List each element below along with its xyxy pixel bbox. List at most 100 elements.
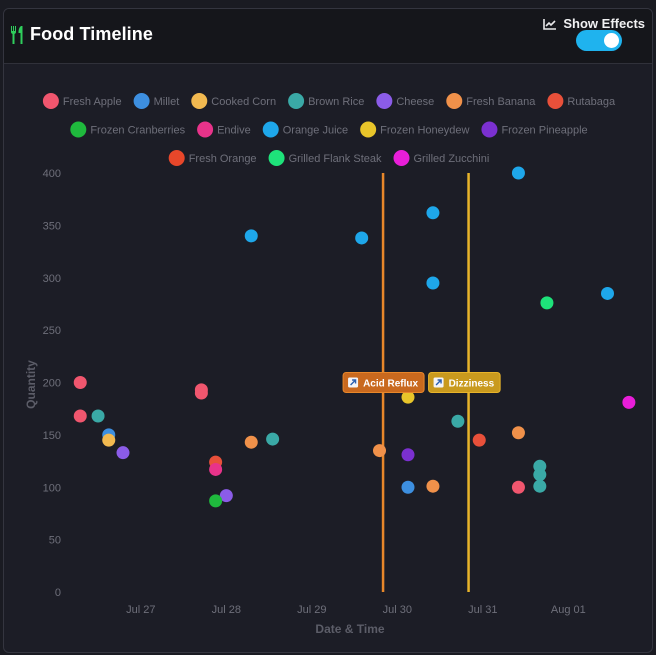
x-tick-label: Jul 30 <box>383 604 412 616</box>
data-point[interactable] <box>426 479 440 493</box>
data-point[interactable] <box>209 462 223 476</box>
legend-item[interactable]: Endive <box>197 121 251 138</box>
data-point[interactable] <box>373 444 386 458</box>
data-points <box>73 166 636 508</box>
legend-item[interactable]: Cooked Corn <box>191 93 276 109</box>
legend-label: Fresh Orange <box>189 153 257 165</box>
y-tick-label: 100 <box>43 482 61 494</box>
legend-swatch <box>70 121 87 138</box>
legend: Fresh Apple Millet Cooked Corn Brown Rice Ch… <box>42 93 616 166</box>
annotation-badge[interactable]: Dizziness <box>428 372 501 393</box>
data-point[interactable] <box>116 446 130 460</box>
legend-swatch <box>360 121 377 138</box>
legend-item[interactable]: Frozen Pineapple <box>481 121 588 138</box>
legend-item[interactable]: Grilled Zucchini <box>393 150 490 166</box>
data-point[interactable] <box>266 432 280 446</box>
data-point[interactable] <box>91 409 105 423</box>
legend-label: Frozen Cranberries <box>90 125 185 137</box>
legend-label: Orange Juice <box>283 125 348 137</box>
data-point[interactable] <box>511 166 525 180</box>
data-point[interactable] <box>102 433 116 447</box>
legend-label: Fresh Apple <box>63 96 122 108</box>
legend-item[interactable]: Fresh Banana <box>446 93 536 109</box>
line-chart-icon <box>543 18 557 30</box>
legend-label: Rutabaga <box>567 96 616 108</box>
legend-item[interactable]: Frozen Cranberries <box>70 121 186 138</box>
data-point[interactable] <box>533 479 547 493</box>
legend-swatch <box>446 93 463 109</box>
legend-item[interactable]: Millet <box>133 93 180 109</box>
data-point[interactable] <box>219 489 233 503</box>
data-point[interactable] <box>622 395 636 409</box>
x-axis: Jul 27 Jul 28 Jul 29 Jul 30 Jul 31 Aug 01 <box>126 604 586 616</box>
x-axis-title: Date & Time <box>315 622 384 636</box>
legend-label: Brown Rice <box>308 96 364 108</box>
legend-swatch <box>133 93 150 109</box>
data-point[interactable] <box>533 468 547 482</box>
data-point[interactable] <box>194 386 208 400</box>
annotation-label: Dizziness <box>449 379 495 390</box>
data-point[interactable] <box>601 286 614 300</box>
data-point[interactable] <box>451 414 465 428</box>
data-point[interactable] <box>73 409 87 423</box>
legend-label: Grilled Zucchini <box>414 153 490 165</box>
x-tick-label: Jul 27 <box>126 604 155 616</box>
data-point[interactable] <box>472 433 486 447</box>
y-axis: 0 50 100 150 200 250 300 350 400 <box>43 168 61 599</box>
data-point[interactable] <box>244 435 258 449</box>
legend-swatch <box>42 93 59 109</box>
data-point[interactable] <box>355 231 369 245</box>
show-effects-toggle[interactable] <box>576 30 622 51</box>
data-point[interactable] <box>209 494 223 508</box>
external-arrow-icon <box>348 377 359 388</box>
y-tick-label: 200 <box>43 378 61 390</box>
legend-swatch <box>268 150 285 166</box>
legend-swatch <box>376 93 393 109</box>
y-tick-label: 250 <box>43 325 61 337</box>
x-tick-label: Jul 29 <box>297 604 326 616</box>
legend-item[interactable]: Orange Juice <box>262 121 348 138</box>
annotation-box <box>428 372 501 393</box>
data-point[interactable] <box>401 390 415 404</box>
legend-item[interactable]: Frozen Honeydew <box>360 121 469 138</box>
show-effects-label: Show Effects <box>563 16 645 31</box>
page-title: Food Timeline <box>30 24 153 44</box>
legend-item[interactable]: Fresh Apple <box>42 93 122 109</box>
data-point[interactable] <box>401 480 415 494</box>
external-arrow-icon <box>433 377 444 388</box>
legend-label: Fresh Banana <box>466 96 536 108</box>
data-point[interactable] <box>244 229 258 243</box>
legend-item[interactable]: Rutabaga <box>547 93 616 109</box>
data-point[interactable] <box>426 206 440 220</box>
legend-item[interactable]: Grilled Flank Steak <box>268 150 382 166</box>
annotation-label: Acid Reflux <box>363 379 418 390</box>
data-point[interactable] <box>401 448 415 462</box>
legend-label: Endive <box>217 125 251 137</box>
legend-item[interactable]: Brown Rice <box>288 93 364 109</box>
legend-swatch <box>288 93 305 109</box>
annotation-badge[interactable]: Acid Reflux <box>342 372 425 393</box>
data-point[interactable] <box>73 376 87 389</box>
legend-swatch <box>191 93 208 109</box>
y-tick-label: 50 <box>49 535 61 547</box>
y-tick-label: 150 <box>43 430 61 442</box>
x-tick-label: Aug 01 <box>551 604 586 616</box>
legend-label: Grilled Flank Steak <box>289 153 382 165</box>
legend-swatch <box>547 93 564 109</box>
data-point[interactable] <box>426 276 440 290</box>
legend-label: Millet <box>154 96 180 108</box>
data-point[interactable] <box>511 426 525 440</box>
data-point[interactable] <box>540 296 554 310</box>
y-tick-label: 300 <box>43 273 61 285</box>
panel-header: Food Timeline Show Effects <box>4 9 652 64</box>
data-point[interactable] <box>511 480 525 494</box>
legend-label: Frozen Pineapple <box>501 125 587 137</box>
legend-swatch <box>481 121 498 138</box>
annotation-box <box>342 372 425 393</box>
toggle-knob <box>604 33 619 48</box>
legend-swatch <box>168 150 185 166</box>
show-effects-control: Show Effects <box>543 16 645 31</box>
legend-item[interactable]: Cheese <box>376 93 434 109</box>
legend-item[interactable]: Fresh Orange <box>168 150 257 166</box>
y-tick-label: 0 <box>55 587 61 599</box>
